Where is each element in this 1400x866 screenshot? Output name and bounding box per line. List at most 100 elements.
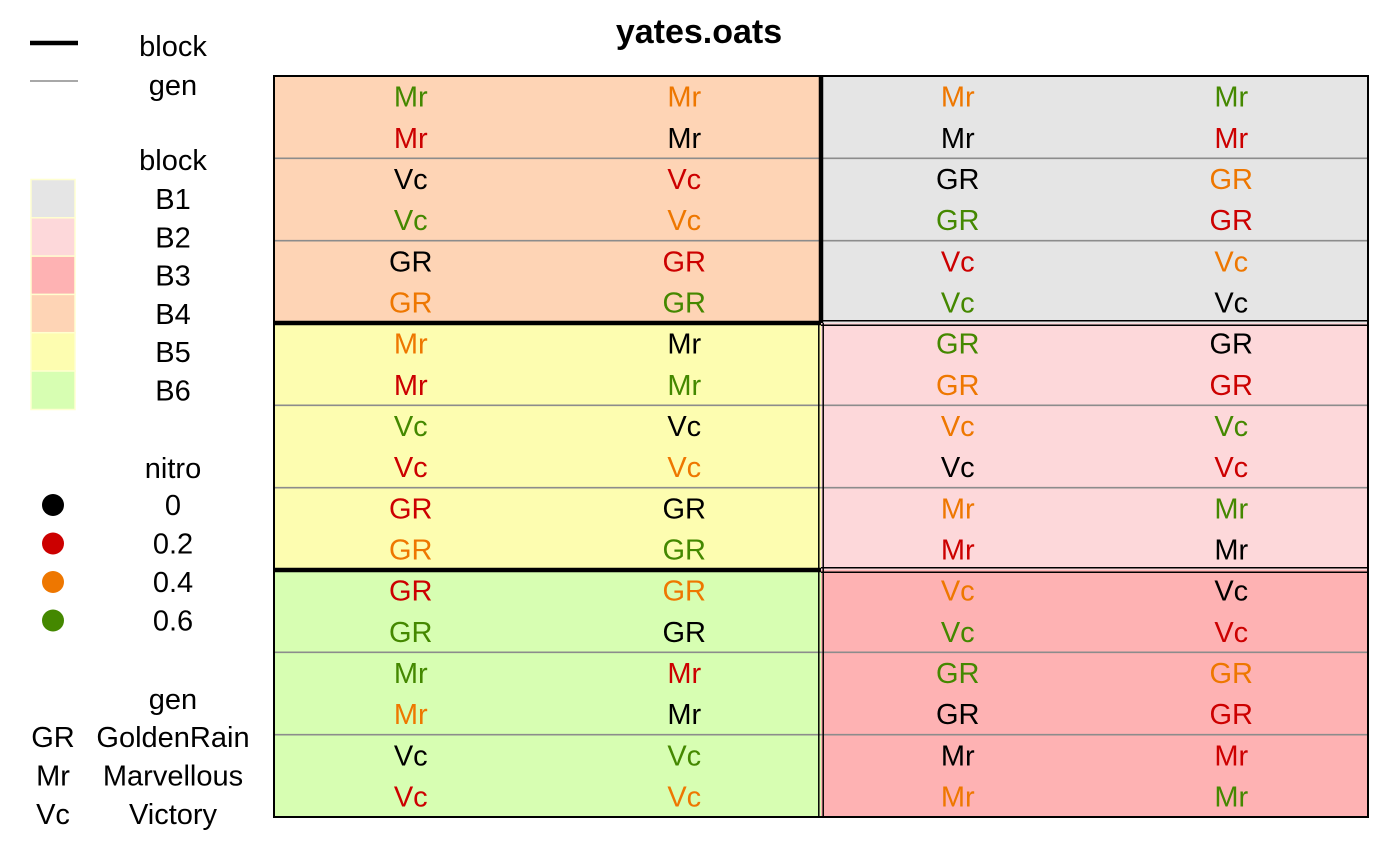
legend-block-label: B1 [155,184,190,216]
cell-label: Vc [394,411,428,443]
block-fill-layer [274,76,1368,817]
cell-label: GR [936,329,980,361]
legend-gen-name: GoldenRain [96,722,249,754]
cell-label: Mr [941,82,975,114]
cell-label: Vc [667,205,701,237]
cell-label: GR [936,658,980,690]
cell-label: Vc [394,164,428,196]
legend-swatch-b5 [30,331,76,372]
legend-nitro-label: 0.4 [153,567,193,599]
legend-swatch-b6 [30,370,76,411]
cell-label: Mr [941,781,975,813]
chart-title: yates.oats [616,13,782,51]
cell-label: Mr [667,329,701,361]
legend-block-label: B2 [155,222,190,254]
legend-gen-name: Victory [129,799,218,831]
cell-label: Mr [394,658,428,690]
cell-label: Mr [941,534,975,566]
cell-label: Mr [1214,123,1248,155]
cell-label: Vc [941,411,975,443]
legend-block-label: B6 [155,376,190,408]
cell-label: Vc [667,164,701,196]
cell-label: GR [936,164,980,196]
legend: block gen block B1 B2 B3 B4 B5 B6 nitro 0 0.2 0.4 0.6… [30,31,250,831]
legend-swatch-b2 [30,217,76,258]
block-region-b3 [821,570,1368,817]
block-region-b6 [274,570,821,817]
cell-label: Mr [394,329,428,361]
block-region-b1 [821,76,1368,323]
cell-label: Vc [667,740,701,772]
cell-label: Mr [394,699,428,731]
cell-label: Vc [667,452,701,484]
cell-label: Mr [941,123,975,155]
cell-label: GR [663,534,707,566]
cell-label: GR [936,699,980,731]
legend-line-label: gen [149,70,197,102]
cell-label: Mr [394,370,428,402]
cell-label: GR [663,246,707,278]
cell-label: GR [389,576,433,608]
grid-line-layer [273,75,1369,818]
block-region-b4 [274,76,821,323]
cell-label: Vc [1214,452,1248,484]
legend-nitro-label: 0.2 [153,529,193,561]
cell-label: Vc [941,287,975,319]
legend-block-title: block [139,145,207,177]
legend-nitro-label: 0.6 [153,606,193,638]
cell-label: GR [1210,205,1254,237]
legend-nitro-dot [42,609,64,632]
legend-nitro-dot [42,532,64,555]
cell-label: Mr [667,123,701,155]
cell-label-layer: Mr Mr Mr Mr Mr Mr Mr Mr Vc Vc GR GR Vc Vc GR GR GR GR Vc Vc… [389,82,1253,814]
legend-line-label: block [139,31,207,63]
cell-label: GR [663,493,707,525]
cell-label: Mr [394,82,428,114]
cell-label: GR [936,205,980,237]
cell-label: Mr [394,123,428,155]
cell-label: Vc [1214,411,1248,443]
legend-block-label: B3 [155,261,190,293]
cell-label: GR [1210,164,1254,196]
cell-label: GR [663,576,707,608]
plot-frame [273,75,1369,818]
legend-block-label: B4 [155,299,190,331]
cell-label: Mr [1214,82,1248,114]
cell-label: GR [389,246,433,278]
cell-label: Mr [667,82,701,114]
legend-nitro-label: 0 [165,490,181,522]
cell-label: Vc [1214,246,1248,278]
cell-label: GR [663,617,707,649]
cell-label: Vc [941,452,975,484]
cell-label: Mr [667,370,701,402]
legend-gen-code: Mr [36,761,70,793]
cell-label: Vc [941,246,975,278]
block-region-b2 [821,323,1368,570]
cell-label: Vc [1214,617,1248,649]
cell-label: Vc [1214,287,1248,319]
legend-nitro-dot [42,494,64,516]
cell-label: GR [389,493,433,525]
cell-label: Mr [941,740,975,772]
cell-label: Vc [394,740,428,772]
cell-label: Mr [1214,534,1248,566]
cell-label: Mr [1214,781,1248,813]
block-region-b5 [274,323,821,570]
cell-label: Vc [394,781,428,813]
cell-label: GR [389,287,433,319]
legend-nitro-dot [42,571,64,593]
cell-label: GR [389,617,433,649]
cell-label: Vc [667,411,701,443]
legend-gen-code: GR [31,722,75,754]
cell-label: Mr [941,493,975,525]
legend-gen-code: Vc [36,799,70,831]
legend-gen-name: Marvellous [103,761,243,793]
cell-label: GR [663,287,707,319]
cell-label: GR [1210,329,1254,361]
legend-swatch-b4 [30,293,76,334]
cell-label: GR [936,370,980,402]
cell-label: GR [389,534,433,566]
legend-gen-title: gen [149,684,197,716]
legend-swatch-b1 [30,178,76,219]
